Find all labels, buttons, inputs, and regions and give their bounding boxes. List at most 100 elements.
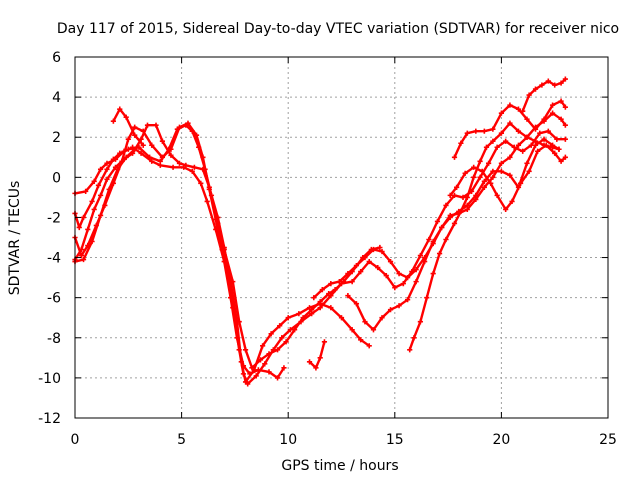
data-point-2-21 [230, 305, 236, 311]
data-point-0-1 [83, 188, 89, 194]
data-point-9-1 [411, 335, 417, 341]
data-point-0-23 [266, 369, 272, 375]
data-point-2-51 [486, 160, 492, 166]
data-point-3-30 [300, 315, 306, 321]
data-point-3-7 [117, 150, 123, 156]
data-point-8-3 [370, 327, 377, 333]
data-point-7-25 [524, 160, 530, 166]
data-point-8-0 [345, 293, 351, 299]
data-point-11-8 [509, 198, 515, 204]
data-point-4-1 [80, 256, 87, 263]
data-point-11-0 [447, 192, 453, 198]
data-point-3-32 [317, 299, 323, 305]
data-point-10-9 [524, 116, 530, 122]
data-point-3-29 [291, 327, 298, 333]
data-point-10-3 [473, 128, 479, 134]
data-point-8-5 [387, 307, 394, 313]
data-point-4-4 [106, 186, 112, 192]
data-point-3-24 [249, 365, 255, 371]
data-point-0-25 [281, 365, 287, 371]
series-2-trace [73, 122, 567, 386]
data-point-0-8 [138, 150, 144, 156]
data-point-6-2 [317, 355, 323, 361]
data-point-3-13 [174, 126, 180, 132]
x-tick-label-2: 10 [279, 432, 297, 448]
data-point-2-57 [537, 130, 543, 136]
data-point-12-5 [552, 82, 558, 88]
series-11-trace [449, 144, 567, 211]
data-point-0-4 [104, 160, 110, 166]
data-point-10-4 [481, 128, 487, 134]
data-point-2-1 [78, 252, 84, 259]
data-point-12-2 [532, 86, 539, 92]
data-point-11-3 [471, 164, 477, 170]
data-point-12-6 [558, 80, 564, 86]
data-point-8-17 [490, 174, 496, 180]
data-point-10-1 [458, 140, 464, 146]
data-point-3-16 [196, 144, 202, 150]
data-point-11-14 [558, 158, 564, 164]
data-point-6-0 [306, 359, 313, 365]
data-point-1-13 [168, 152, 174, 158]
data-point-2-59 [554, 136, 560, 142]
data-point-1-34 [338, 315, 345, 321]
data-point-2-25 [253, 373, 259, 379]
data-point-0-9 [149, 158, 155, 164]
data-point-2-58 [545, 128, 551, 134]
data-point-3-20 [221, 246, 227, 253]
data-point-11-6 [494, 192, 500, 198]
series-4 [72, 146, 138, 265]
data-point-5-1 [117, 106, 123, 112]
data-point-5-2 [123, 114, 129, 120]
x-tick-label-5: 25 [599, 432, 617, 448]
x-axis-label: GPS time / hours [281, 458, 398, 474]
data-point-9-17 [524, 134, 530, 140]
data-point-1-10 [144, 122, 151, 128]
data-point-7-27 [541, 136, 547, 142]
series-10 [451, 98, 568, 160]
data-point-8-4 [379, 315, 385, 321]
data-point-9-21 [558, 116, 564, 122]
data-point-10-8 [515, 106, 522, 112]
data-point-9-10 [471, 174, 477, 180]
data-point-3-10 [147, 154, 153, 160]
data-point-12-4 [545, 78, 551, 84]
x-tick-label-1: 5 [177, 432, 186, 448]
grid-layer [75, 57, 608, 418]
data-point-7-5 [353, 262, 360, 269]
data-point-2-22 [236, 347, 242, 353]
y-tick-label-2: -8 [47, 331, 61, 347]
data-point-3-8 [125, 146, 131, 152]
data-point-1-33 [328, 305, 334, 311]
data-point-7-11 [404, 275, 411, 281]
data-point-9-8 [458, 208, 464, 215]
data-point-11-7 [503, 206, 509, 213]
data-point-1-14 [176, 160, 183, 166]
data-point-0-15 [204, 198, 210, 204]
data-point-2-40 [392, 285, 398, 291]
data-point-12-0 [520, 108, 526, 114]
data-point-12-7 [562, 76, 568, 82]
data-point-8-2 [362, 319, 368, 325]
data-point-8-24 [549, 144, 556, 150]
data-point-2-55 [520, 148, 526, 154]
x-tick-label-4: 20 [492, 432, 510, 448]
data-point-2-41 [400, 281, 406, 287]
data-point-0-14 [198, 180, 204, 186]
data-point-9-15 [507, 120, 513, 126]
data-point-3-33 [326, 291, 332, 297]
y-axis-label: SDTVAR / TECUs [7, 181, 23, 296]
data-point-3-28 [283, 339, 289, 345]
data-point-8-8 [413, 279, 419, 285]
series-8 [345, 134, 562, 333]
data-point-10-12 [549, 102, 556, 108]
data-point-2-23 [240, 371, 247, 377]
series-5 [110, 106, 146, 148]
data-point-2-43 [417, 252, 423, 259]
data-point-2-37 [366, 258, 372, 265]
data-point-11-12 [543, 142, 549, 148]
data-point-11-11 [535, 148, 541, 154]
data-point-2-32 [317, 305, 323, 311]
data-point-2-45 [434, 218, 441, 225]
data-point-8-1 [353, 301, 360, 307]
